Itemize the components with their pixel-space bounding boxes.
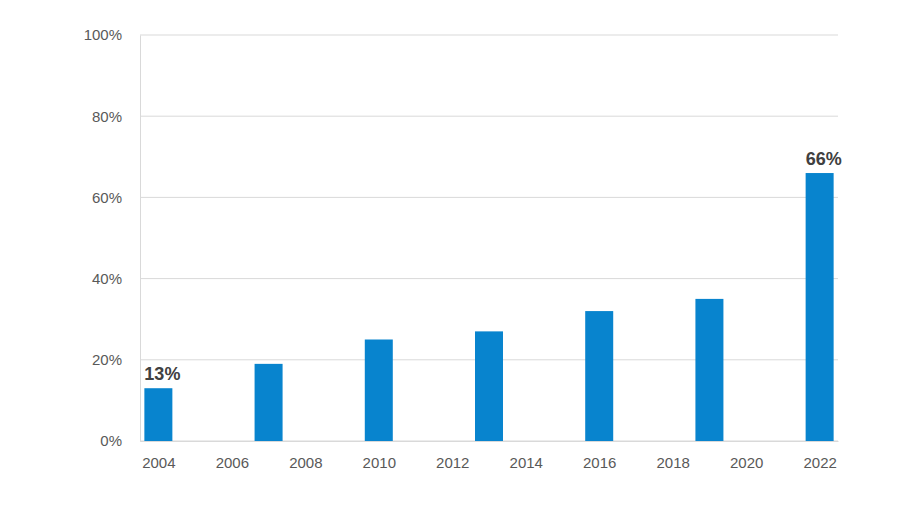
data-labels: 13% 66%	[144, 149, 841, 384]
y-tick: 20%	[92, 351, 140, 368]
x-tick: 2004	[142, 441, 175, 471]
bar	[585, 311, 613, 441]
x-tick: 2008	[289, 441, 322, 471]
y-axis: 0% 20% 40% 60% 80% 100%	[84, 26, 141, 449]
bar	[144, 388, 172, 441]
grid-line	[140, 116, 838, 117]
bar	[365, 340, 393, 442]
data-label: 66%	[806, 149, 842, 169]
y-tick-label: 40%	[92, 270, 122, 287]
bars	[144, 173, 833, 441]
x-tick: 2012	[436, 441, 469, 471]
y-tick-label: 100%	[84, 26, 122, 43]
x-tick: 2016	[583, 441, 616, 471]
grid	[140, 35, 838, 441]
y-tick: 100%	[84, 26, 140, 43]
x-tick: 2022	[803, 441, 836, 471]
y-tick: 60%	[92, 189, 140, 206]
bar	[695, 299, 723, 441]
data-label: 13%	[144, 364, 180, 384]
x-axis: 2004 2006 2008 2010 2012 2014 2016 2018 2020 2022	[141, 441, 839, 471]
x-tick: 2014	[510, 441, 543, 471]
x-tick: 2020	[730, 441, 763, 471]
bar	[475, 331, 503, 441]
x-tick-label: 2022	[803, 454, 836, 471]
x-tick: 2018	[656, 441, 689, 471]
y-tick: 0%	[100, 432, 140, 449]
y-tick: 80%	[92, 108, 140, 125]
x-tick-label: 2016	[583, 454, 616, 471]
x-tick: 2006	[216, 441, 249, 471]
grid-line	[140, 35, 838, 36]
y-tick: 40%	[92, 270, 140, 287]
plot: 0%20%40%60%80%100%2004200620082010201220…	[84, 26, 842, 470]
x-tick-label: 2020	[730, 454, 763, 471]
y-tick-label: 20%	[92, 351, 122, 368]
chart: 0%20%40%60%80%100%2004200620082010201220…	[0, 0, 915, 515]
bar	[806, 173, 834, 441]
x-tick-label: 2010	[363, 454, 396, 471]
y-tick-label: 80%	[92, 108, 122, 125]
grid-line	[140, 278, 838, 279]
x-axis-line	[141, 441, 839, 442]
grid-line	[140, 197, 838, 198]
x-tick-label: 2004	[142, 454, 175, 471]
x-tick-label: 2006	[216, 454, 249, 471]
y-tick-label: 60%	[92, 189, 122, 206]
x-tick-label: 2014	[510, 454, 543, 471]
x-tick: 2010	[363, 441, 396, 471]
y-axis-line	[140, 36, 141, 442]
bar	[255, 364, 283, 441]
x-tick-label: 2008	[289, 454, 322, 471]
x-tick-label: 2012	[436, 454, 469, 471]
x-tick-label: 2018	[656, 454, 689, 471]
y-tick-label: 0%	[100, 432, 122, 449]
